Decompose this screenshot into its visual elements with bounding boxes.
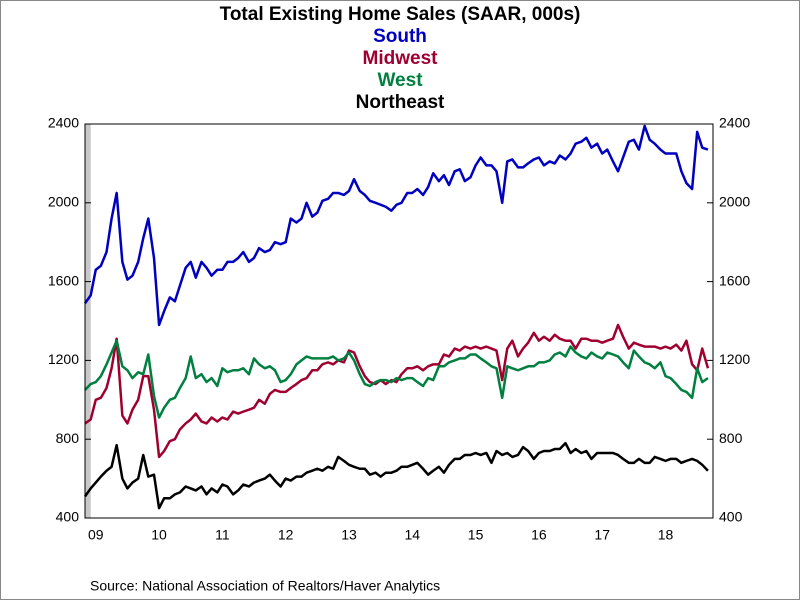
x-tick-label: 17: [594, 527, 610, 543]
y-tick-label: 1600: [48, 272, 79, 288]
y2-tick-label: 1600: [719, 272, 750, 288]
chart-title: Total Existing Home Sales (SAAR, 000s): [220, 4, 581, 25]
x-tick-label: 11: [215, 527, 230, 543]
y2-tick-label: 1200: [719, 351, 750, 367]
source-note: Source: National Association of Realtors…: [90, 578, 440, 594]
y-tick-label: 2000: [48, 194, 79, 210]
y-tick-label: 2400: [48, 115, 79, 131]
y-tick-label: 1200: [48, 351, 79, 367]
legend-entry: South: [373, 26, 427, 47]
plot-border: [84, 123, 714, 519]
y-tick-label: 400: [56, 509, 80, 525]
series-line: [84, 339, 709, 419]
legend-entry: West: [377, 70, 423, 91]
legend-entry: Midwest: [363, 48, 439, 69]
series-line: [83, 124, 709, 327]
shaded-band: [85, 124, 91, 518]
y2-tick-label: 400: [719, 509, 743, 525]
y2-tick-label: 2000: [719, 194, 750, 210]
y-tick-label: 800: [56, 430, 80, 446]
x-tick-label: 16: [531, 527, 547, 543]
y2-tick-label: 2400: [719, 115, 750, 131]
y2-tick-label: 800: [719, 430, 743, 446]
x-tick-label: 12: [278, 527, 294, 543]
series-line: [84, 323, 710, 459]
x-tick-label: 13: [341, 527, 357, 543]
x-tick-label: 09: [88, 527, 104, 543]
x-tick-label: 15: [468, 527, 484, 543]
x-tick-label: 10: [151, 527, 167, 543]
x-tick-label: 18: [658, 527, 674, 543]
x-tick-label: 14: [405, 527, 421, 543]
series-line: [83, 441, 709, 510]
legend-entry: Northeast: [356, 92, 445, 113]
